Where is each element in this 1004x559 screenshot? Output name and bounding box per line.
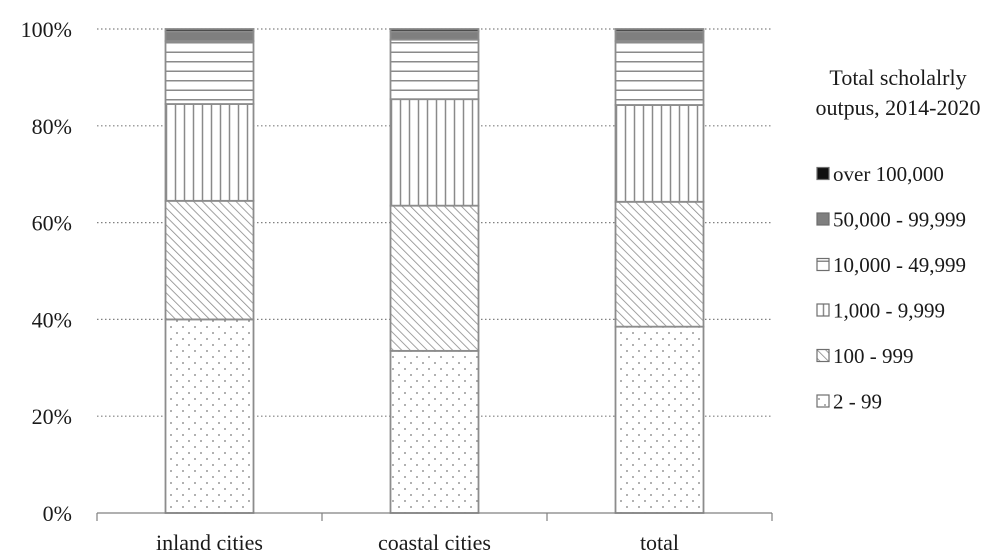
- legend-swatch-over-100-000: [816, 166, 830, 181]
- legend-label: 2 - 99: [833, 390, 882, 414]
- legend-swatch-2-99: [816, 394, 830, 408]
- y-tick-label: 0%: [43, 501, 72, 526]
- bar-segment-total-100-999: [614, 200, 705, 328]
- legend-label: over 100,000: [833, 162, 944, 186]
- bar-segment-inland-cities-100-999: [164, 199, 255, 321]
- x-tick-label: inland cities: [156, 530, 263, 554]
- bars: [164, 28, 705, 514]
- legend-label: 10,000 - 49,999: [833, 253, 966, 277]
- bar-segment-coastal-cities-2-99: [389, 349, 480, 514]
- axes: 0% 20% 40% 60% 80% 100% inland cities coastal c…: [21, 17, 773, 555]
- legend: Total scholalrly outpus, 2014-2020 over 10…: [816, 65, 981, 414]
- bar-segment-total-over-100-000: [614, 28, 705, 33]
- bar-segment-total-10-000-49-999: [614, 40, 705, 106]
- legend-swatch-10-000-49-999: [816, 257, 830, 272]
- bar-segment-inland-cities-50-000-99-999: [164, 30, 255, 43]
- legend-title-line: Total scholalrly: [829, 65, 966, 90]
- legend-swatch-100-999: [816, 348, 830, 363]
- y-tick-label: 80%: [32, 114, 72, 139]
- bar-segment-inland-cities-1-000-9-999: [164, 103, 255, 202]
- legend-label: 1,000 - 9,999: [833, 299, 945, 323]
- y-tick-label: 20%: [32, 404, 72, 429]
- y-tick-label: 40%: [32, 307, 72, 332]
- bar-segment-coastal-cities-50-000-99-999: [389, 30, 480, 41]
- legend-label: 100 - 999: [833, 344, 914, 368]
- bar-segment-coastal-cities-1-000-9-999: [389, 98, 480, 207]
- legend-swatch-1-000-9-999: [816, 303, 830, 317]
- bar-segment-inland-cities-2-99: [164, 318, 255, 514]
- bar-segment-total-1-000-9-999: [614, 104, 705, 203]
- y-tick-label: 100%: [21, 17, 72, 42]
- x-tick-label: total: [640, 530, 679, 554]
- bar-segment-total-2-99: [614, 325, 705, 514]
- bar-segment-coastal-cities-10-000-49-999: [389, 38, 480, 101]
- bar-segment-inland-cities-10-000-49-999: [164, 40, 255, 105]
- bar-segment-total-50-000-99-999: [614, 30, 705, 43]
- bar-segment-inland-cities-over-100-000: [164, 28, 255, 33]
- legend-label: 50,000 - 99,999: [833, 208, 966, 232]
- bar-segment-coastal-cities-over-100-000: [389, 28, 480, 33]
- bar-segment-coastal-cities-100-999: [389, 204, 480, 352]
- legend-title-line: outpus, 2014-2020: [816, 95, 981, 120]
- legend-swatch-50-000-99-999: [816, 212, 830, 226]
- x-tick-label: coastal cities: [378, 530, 491, 554]
- y-tick-label: 60%: [32, 211, 72, 236]
